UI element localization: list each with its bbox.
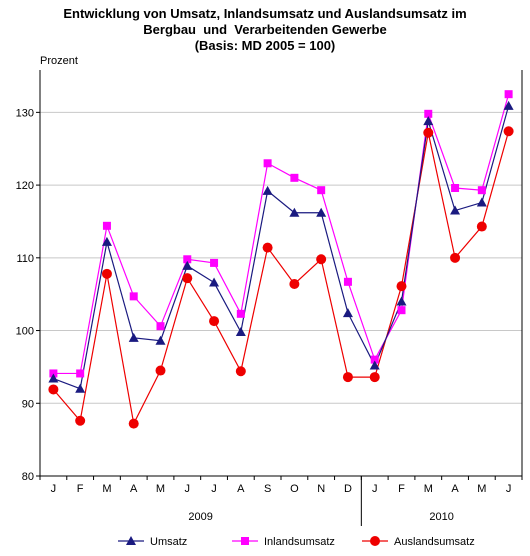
- x-tick-label: M: [102, 483, 111, 495]
- data-point-square: [290, 173, 299, 182]
- data-point-square: [451, 184, 460, 192]
- series-line-umsatz: [53, 105, 510, 390]
- data-point-circle: [128, 418, 139, 429]
- x-tick-label: M: [156, 483, 165, 495]
- data-point-circle: [262, 242, 273, 253]
- x-tick-label: M: [424, 483, 433, 495]
- axes: 80 90 100 110 120 130 J F M A M J J A S O N D J F M A M J 2009 20…: [16, 70, 523, 526]
- x-tick-label: J: [211, 483, 217, 495]
- data-point-triangle: [75, 383, 86, 393]
- data-point-triangle: [342, 308, 353, 318]
- data-point-triangle: [450, 205, 461, 215]
- data-point-triangle: [423, 116, 434, 126]
- data-point-triangle: [396, 296, 407, 306]
- data-point-square: [49, 369, 58, 378]
- data-point-circle: [155, 365, 166, 376]
- data-point-circle: [396, 281, 407, 292]
- data-point-square: [210, 258, 219, 267]
- data-point-square: [102, 221, 111, 230]
- data-point-square: [424, 109, 433, 118]
- x-tick-label: A: [130, 483, 138, 495]
- x-tick-label: N: [317, 483, 325, 495]
- data-point-square: [241, 537, 249, 545]
- data-point-square: [156, 322, 165, 331]
- data-point-triangle: [235, 327, 246, 336]
- data-point-square: [477, 186, 486, 195]
- data-point-square: [183, 255, 192, 264]
- data-point-triangle: [289, 207, 300, 217]
- y-axis-label: Prozent: [40, 55, 78, 67]
- data-point-circle: [182, 273, 193, 284]
- data-point-square: [236, 309, 245, 318]
- data-point-triangle: [101, 236, 112, 246]
- x-tick-label: F: [398, 483, 405, 495]
- year-label: 2009: [188, 511, 212, 523]
- legend-label: Inlandsumsatz: [264, 536, 335, 548]
- gridlines: [40, 111, 522, 404]
- data-point-circle: [235, 366, 246, 377]
- data-point-triangle: [209, 277, 220, 287]
- series-lines: [48, 90, 514, 429]
- x-tick-label: J: [372, 483, 378, 495]
- x-tick-label: J: [51, 483, 57, 495]
- y-tick-label: 120: [16, 180, 34, 192]
- data-point-square: [397, 306, 406, 315]
- x-tick-label: S: [264, 483, 271, 495]
- legend: Umsatz Inlandsumsatz Auslandsumsatz: [118, 536, 475, 548]
- data-point-triangle: [48, 373, 59, 383]
- data-point-square: [343, 277, 352, 286]
- data-point-circle: [209, 316, 220, 327]
- chart-title: Entwicklung von Umsatz, Inlandsumsatz un…: [0, 6, 530, 54]
- y-tick-label: 80: [22, 471, 34, 483]
- y-tick-label: 130: [16, 107, 34, 119]
- data-point-triangle: [316, 207, 327, 217]
- data-point-circle: [450, 252, 461, 263]
- data-point-circle: [476, 221, 487, 232]
- data-point-square: [76, 369, 85, 378]
- data-point-circle: [75, 415, 86, 426]
- x-tick-label: D: [344, 483, 352, 495]
- data-point-circle: [503, 126, 514, 137]
- y-tick-label: 110: [16, 253, 34, 265]
- data-point-circle: [370, 536, 380, 546]
- chart-title-line-3: (Basis: MD 2005 = 100): [194, 38, 336, 53]
- data-point-circle: [342, 372, 353, 383]
- x-tick-label: J: [185, 483, 191, 495]
- data-point-triangle: [476, 197, 487, 207]
- x-tick-label: A: [451, 483, 459, 495]
- data-point-square: [129, 292, 138, 301]
- data-point-square: [504, 90, 513, 99]
- x-tick-label: O: [290, 483, 299, 495]
- data-point-circle: [289, 279, 300, 289]
- x-tick-label: A: [237, 483, 245, 495]
- x-tick-label: F: [77, 483, 84, 495]
- y-tick-label: 100: [16, 326, 34, 338]
- data-point-triangle: [262, 185, 273, 195]
- data-point-triangle: [182, 260, 193, 270]
- series-line-auslandsumsatz: [52, 131, 510, 426]
- data-point-circle: [369, 372, 380, 383]
- data-point-triangle: [128, 332, 139, 342]
- data-point-square: [317, 186, 326, 195]
- x-tick-label: J: [506, 483, 512, 495]
- data-point-triangle: [503, 100, 514, 110]
- data-point-square: [370, 355, 379, 364]
- chart-title-line-1: Entwicklung von Umsatz, Inlandsumsatz un…: [63, 6, 467, 21]
- data-point-triangle: [126, 536, 136, 545]
- year-label: 2010: [429, 511, 453, 523]
- legend-label: Umsatz: [150, 536, 187, 548]
- y-tick-label: 90: [22, 398, 34, 410]
- data-point-triangle: [369, 360, 380, 370]
- data-point-circle: [101, 268, 112, 279]
- data-point-circle: [316, 254, 327, 265]
- x-tick-label: M: [477, 483, 486, 495]
- data-point-square: [263, 159, 272, 168]
- legend-label: Auslandsumsatz: [394, 536, 475, 548]
- series-line-inlandsumsatz: [53, 94, 510, 375]
- chart-title-line-2: Bergbau und Verarbeitenden Gewerbe: [143, 22, 387, 37]
- data-point-triangle: [155, 335, 166, 345]
- data-point-circle: [48, 384, 59, 395]
- data-point-circle: [423, 127, 434, 138]
